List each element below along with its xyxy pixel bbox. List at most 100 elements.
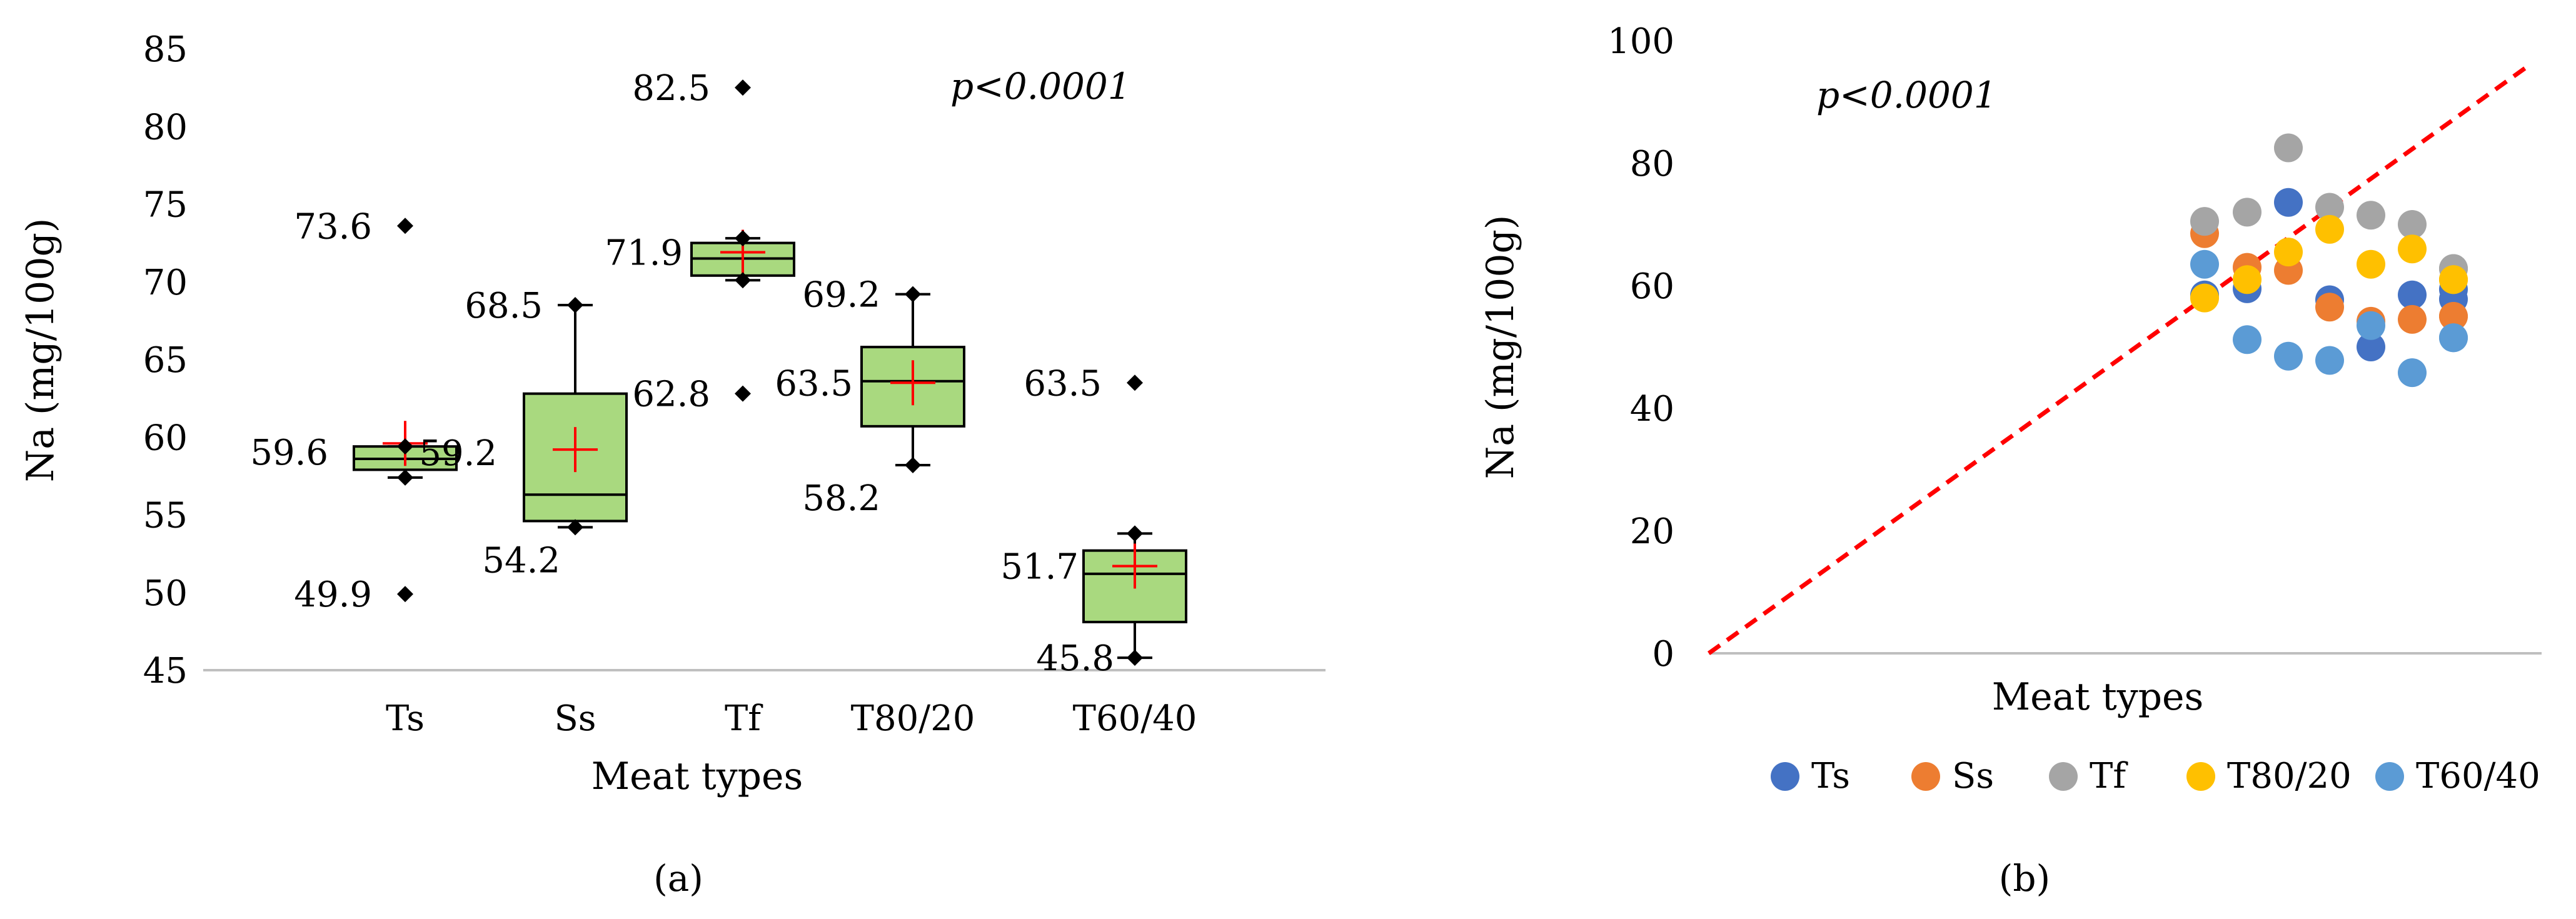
data-point bbox=[2357, 333, 2385, 361]
panel-b-y-axis-title: Na (mg/100g) bbox=[1479, 215, 1522, 480]
legend-label: Ts bbox=[1811, 756, 1850, 796]
outlier-point bbox=[735, 79, 751, 96]
panel-b-points bbox=[2190, 133, 2468, 388]
data-point bbox=[2190, 283, 2219, 313]
data-point bbox=[2233, 198, 2262, 227]
legend-item-t80-20: T80/20 bbox=[2186, 756, 2352, 796]
data-point bbox=[2357, 201, 2385, 230]
data-label: 69.2 bbox=[802, 275, 880, 316]
data-point bbox=[2274, 341, 2303, 371]
y-tick-label: 85 bbox=[143, 29, 188, 70]
box-t60-40 bbox=[1082, 374, 1187, 666]
x-tick-label: Tf bbox=[725, 698, 763, 739]
y-tick-label: 0 bbox=[1652, 634, 1674, 675]
legend-item-t60-40: T60/40 bbox=[2375, 756, 2540, 796]
data-label: 59.2 bbox=[419, 433, 497, 474]
data-label: 68.5 bbox=[465, 286, 543, 326]
y-tick-label: 20 bbox=[1630, 511, 1674, 552]
box-t80-20 bbox=[860, 286, 965, 473]
min-marker bbox=[905, 456, 921, 473]
data-point bbox=[2274, 133, 2303, 163]
data-point bbox=[2315, 346, 2344, 375]
panel-b-reference-line bbox=[1707, 66, 2528, 655]
panel-a-label: (a) bbox=[653, 857, 703, 900]
x-tick-label: T60/40 bbox=[1073, 698, 1197, 739]
data-label: 49.9 bbox=[294, 575, 372, 615]
data-point bbox=[2233, 325, 2262, 354]
y-tick-label: 50 bbox=[143, 573, 188, 614]
data-label: 73.6 bbox=[294, 206, 372, 247]
panel-a-y-axis-title: Na (mg/100g) bbox=[19, 218, 63, 483]
y-tick-label: 45 bbox=[143, 651, 188, 691]
panel-b-y-tick-labels: 0 20 40 60 80 100 bbox=[1607, 21, 1674, 675]
data-point bbox=[2274, 188, 2303, 217]
outlier-point bbox=[397, 218, 413, 234]
panel-b-legend: Ts Ss Tf T80/20 T60/40 bbox=[1771, 756, 2540, 796]
legend-swatch bbox=[2186, 762, 2215, 791]
panel-a-annotation: p<0.0001 bbox=[950, 65, 1131, 108]
box-ss bbox=[523, 297, 628, 536]
outlier-point bbox=[735, 385, 751, 402]
panel-b-x-axis-title: Meat types bbox=[1992, 675, 2204, 719]
data-label: 71.9 bbox=[605, 233, 683, 274]
legend-item-ss: Ss bbox=[1911, 756, 1994, 796]
legend-label: Ss bbox=[1952, 756, 1994, 796]
min-marker bbox=[735, 272, 751, 289]
min-marker bbox=[397, 469, 413, 486]
legend-label: Tf bbox=[2090, 756, 2128, 796]
panel-b-scatter: 0 20 40 60 80 100 p<0.0001 Meat types Na (mg/… bbox=[1479, 21, 2542, 900]
y-tick-label: 70 bbox=[143, 263, 188, 303]
min-marker bbox=[1127, 650, 1143, 666]
data-label: 54.2 bbox=[482, 540, 560, 581]
y-tick-label: 65 bbox=[143, 340, 188, 381]
y-tick-label: 40 bbox=[1630, 389, 1674, 429]
x-tick-label: T80/20 bbox=[851, 698, 975, 739]
outlier-point bbox=[1127, 374, 1143, 391]
data-label: 63.5 bbox=[1024, 363, 1102, 404]
max-marker bbox=[735, 230, 751, 247]
x-tick-label: Ts bbox=[386, 698, 425, 739]
y-tick-label: 60 bbox=[1630, 266, 1674, 307]
y-tick-label: 55 bbox=[143, 496, 188, 536]
y-tick-label: 80 bbox=[143, 107, 188, 148]
x-tick-label: Ss bbox=[554, 698, 596, 739]
data-point bbox=[2439, 323, 2468, 353]
data-point bbox=[2439, 265, 2468, 294]
data-point bbox=[2357, 249, 2385, 279]
data-point bbox=[2315, 193, 2344, 222]
legend-swatch bbox=[2049, 762, 2078, 791]
max-marker bbox=[1127, 525, 1143, 542]
max-marker bbox=[567, 297, 583, 314]
legend-label: T60/40 bbox=[2416, 756, 2540, 796]
panel-a-y-tick-labels: 45 50 55 60 65 70 75 80 85 bbox=[143, 29, 188, 691]
series-t80-20 bbox=[2190, 214, 2468, 313]
data-point bbox=[2398, 210, 2427, 239]
data-point bbox=[2315, 214, 2344, 244]
panel-b-label: (b) bbox=[1999, 857, 2050, 900]
data-point bbox=[2398, 304, 2427, 334]
max-marker bbox=[905, 286, 921, 303]
y-tick-label: 60 bbox=[143, 418, 188, 458]
series-tf bbox=[2190, 133, 2468, 283]
data-label: 58.2 bbox=[802, 478, 880, 519]
data-point bbox=[2398, 234, 2427, 264]
data-point bbox=[2190, 249, 2219, 279]
data-label: 63.5 bbox=[775, 363, 853, 404]
data-label: 51.7 bbox=[1000, 547, 1079, 588]
data-label: 82.5 bbox=[632, 68, 710, 109]
panel-b-annotation: p<0.0001 bbox=[1816, 74, 1997, 116]
legend-item-ts: Ts bbox=[1771, 756, 1850, 796]
y-tick-label: 80 bbox=[1630, 144, 1674, 184]
data-point bbox=[2439, 302, 2468, 331]
data-point bbox=[2190, 207, 2219, 236]
data-point bbox=[2357, 311, 2385, 340]
data-point bbox=[2274, 238, 2303, 267]
data-label: 45.8 bbox=[1036, 638, 1114, 679]
panel-a-boxplot: 45 50 55 60 65 70 75 80 85 Ts Ss Tf T80/20 T60/40 73… bbox=[19, 29, 1326, 900]
legend-swatch bbox=[2375, 762, 2404, 791]
data-label: 62.8 bbox=[632, 374, 710, 415]
panel-a-boxes: 73.6 59.6 49.9 68.5 59.2 54.2 82.5 71.9 62.8 69.2… bbox=[250, 68, 1187, 679]
y-tick-label: 100 bbox=[1607, 21, 1674, 62]
y-tick-label: 75 bbox=[143, 185, 188, 226]
